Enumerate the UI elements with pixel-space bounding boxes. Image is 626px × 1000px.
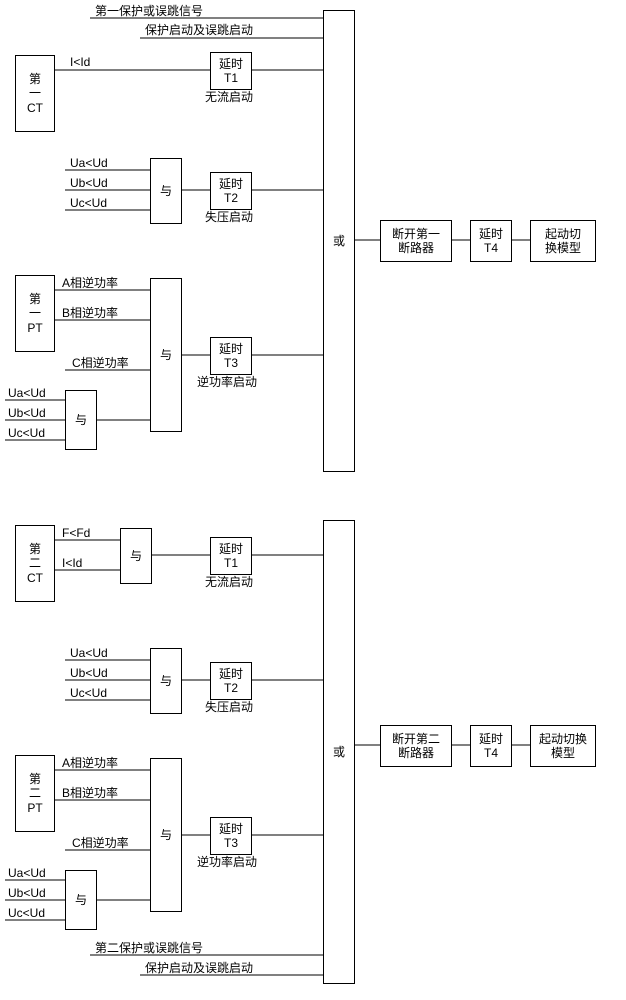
uc2-2: Uc<Ud <box>8 906 45 920</box>
out1-2: 断开第二 断路器 <box>380 725 452 767</box>
out2-2: 延时 T4 <box>470 725 512 767</box>
ua2-2: Ua<Ud <box>8 866 46 880</box>
and2-2: 与 <box>150 758 182 912</box>
uc2-1: Uc<Ud <box>8 426 45 440</box>
t1-box-1: 延时 T1 <box>210 52 252 90</box>
t3sub-1: 逆功率启动 <box>197 375 257 389</box>
sig2: 第二保护或误跳信号 <box>95 941 203 955</box>
ct2-box: 第 二 CT <box>15 525 55 602</box>
pa-1: A相逆功率 <box>62 276 118 290</box>
ub-1: Ub<Ud <box>70 176 108 190</box>
or-1: 或 <box>323 10 355 472</box>
and3-2: 与 <box>65 870 97 930</box>
pt1-box: 第 一 PT <box>15 275 55 352</box>
and2-1: 与 <box>150 278 182 432</box>
t1sub-2: 无流启动 <box>205 575 253 589</box>
t1sub-1: 无流启动 <box>205 90 253 104</box>
sig2sub: 保护启动及误跳启动 <box>145 961 253 975</box>
ua2-1: Ua<Ud <box>8 386 46 400</box>
ub2-1: Ub<Ud <box>8 406 46 420</box>
uc-1: Uc<Ud <box>70 196 107 210</box>
f-lt-2: F<Fd <box>62 526 90 540</box>
and1-2: 与 <box>150 648 182 714</box>
ub-2: Ub<Ud <box>70 666 108 680</box>
i-lt-1: I<Id <box>70 55 90 69</box>
pb-2: B相逆功率 <box>62 786 118 800</box>
ua-1: Ua<Ud <box>70 156 108 170</box>
pt2-box: 第 二 PT <box>15 755 55 832</box>
pc-1: C相逆功率 <box>72 356 129 370</box>
t2sub-2: 失压启动 <box>205 700 253 714</box>
and3-1: 与 <box>65 390 97 450</box>
and1-1: 与 <box>150 158 182 224</box>
i-lt-2: I<Id <box>62 556 82 570</box>
pa-2: A相逆功率 <box>62 756 118 770</box>
uc-2: Uc<Ud <box>70 686 107 700</box>
out2-1: 延时 T4 <box>470 220 512 262</box>
t3sub-2: 逆功率启动 <box>197 855 257 869</box>
pc-2: C相逆功率 <box>72 836 129 850</box>
t1-box-2: 延时 T1 <box>210 537 252 575</box>
out1-1: 断开第一 断路器 <box>380 220 452 262</box>
pb-1: B相逆功率 <box>62 306 118 320</box>
or-2: 或 <box>323 520 355 984</box>
out3-1: 起动切 换模型 <box>530 220 596 262</box>
t3-box-1: 延时 T3 <box>210 337 252 375</box>
ua-2: Ua<Ud <box>70 646 108 660</box>
ub2-2: Ub<Ud <box>8 886 46 900</box>
sig1: 第一保护或误跳信号 <box>95 4 203 18</box>
t2-box-1: 延时 T2 <box>210 172 252 210</box>
t3-box-2: 延时 T3 <box>210 817 252 855</box>
t2sub-1: 失压启动 <box>205 210 253 224</box>
ct1-box: 第 一 CT <box>15 55 55 132</box>
out3-2: 起动切换 模型 <box>530 725 596 767</box>
and0-2: 与 <box>120 528 152 584</box>
sig1sub: 保护启动及误跳启动 <box>145 23 253 37</box>
t2-box-2: 延时 T2 <box>210 662 252 700</box>
